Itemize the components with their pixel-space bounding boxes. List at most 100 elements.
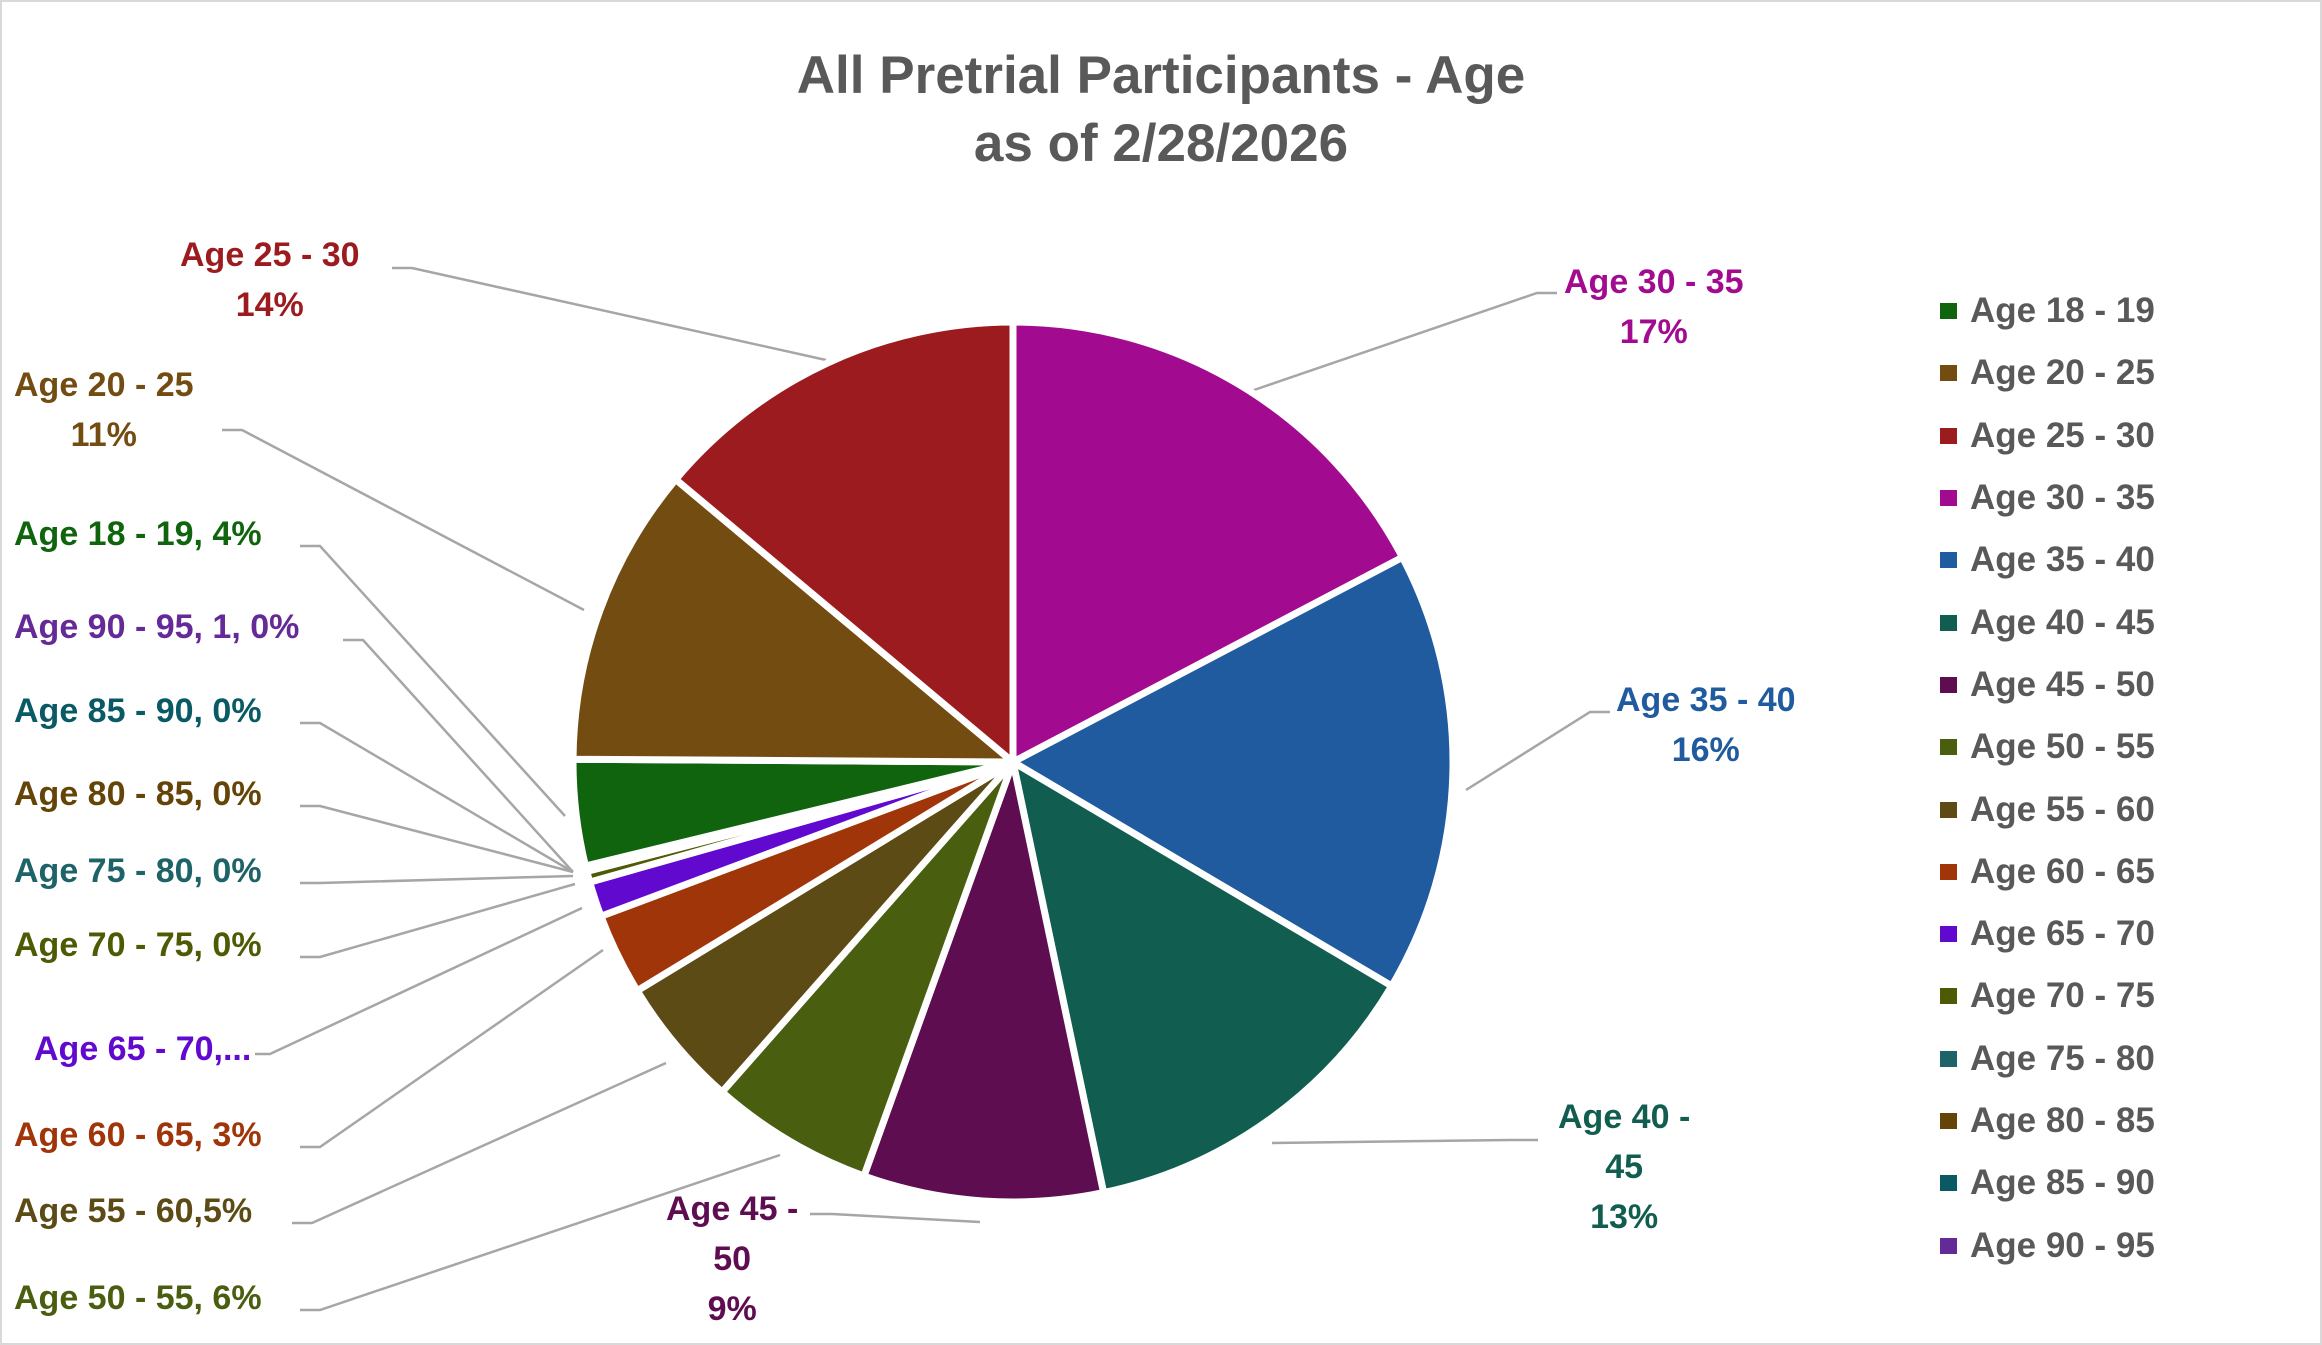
leader-lines bbox=[222, 266, 1610, 1312]
data-label-age-45-50-name-cont: 50 bbox=[713, 1240, 752, 1278]
data-label-age-40-45-name: Age 40 - bbox=[1558, 1098, 1691, 1136]
data-label-age-25-30: Age 25 - 30 14% bbox=[180, 230, 360, 330]
legend-item: Age 35 - 40 bbox=[1940, 529, 2155, 591]
legend-item: Age 25 - 30 bbox=[1940, 405, 2155, 467]
legend-label: Age 18 - 19 bbox=[1970, 291, 2155, 331]
leader-line-age-25-30 bbox=[392, 266, 827, 362]
legend-label: Age 65 - 70 bbox=[1970, 914, 2155, 954]
legend-label: Age 90 - 95 bbox=[1970, 1225, 2155, 1265]
leader-line-age-60-65 bbox=[300, 948, 604, 1149]
data-label-age-60-65: Age 60 - 65, 3% bbox=[14, 1116, 262, 1154]
data-label-age-55-60: Age 55 - 60,5% bbox=[14, 1192, 253, 1230]
legend-swatch-icon bbox=[1940, 1050, 1957, 1067]
leader-line-age-20-25 bbox=[222, 428, 585, 612]
legend-label: Age 80 - 85 bbox=[1970, 1101, 2155, 1140]
legend-item: Age 45 - 50 bbox=[1940, 654, 2155, 716]
leader-line-age-40-45 bbox=[1271, 1138, 1538, 1145]
legend: Age 18 - 19 Age 20 - 25 Age 25 - 30 Age 30 … bbox=[1940, 280, 2155, 1277]
legend-item: Age 18 - 19 bbox=[1940, 280, 2155, 342]
legend-swatch-icon bbox=[1940, 988, 1957, 1005]
legend-item: Age 50 - 55 bbox=[1940, 716, 2155, 778]
legend-swatch-icon bbox=[1940, 801, 1957, 818]
pie-slice-age-40-45 bbox=[1009, 758, 1396, 1197]
pie-slice-age-25-30 bbox=[672, 318, 1017, 766]
data-label-age-80-85: Age 80 - 85, 0% bbox=[14, 775, 262, 813]
leader-line-age-30-35 bbox=[1253, 291, 1557, 392]
data-label-age-25-30-pct: 14% bbox=[235, 286, 304, 324]
data-label-age-65-70: Age 65 - 70,... bbox=[34, 1030, 252, 1068]
legend-item: Age 75 - 80 bbox=[1940, 1028, 2155, 1090]
data-label-age-25-30-name: Age 25 - 30 bbox=[180, 236, 360, 274]
leader-line-age-55-60 bbox=[292, 1061, 667, 1225]
leader-line-age-35-40 bbox=[1465, 710, 1610, 792]
legend-item: Age 30 - 35 bbox=[1940, 467, 2155, 529]
leader-line-age-18-19 bbox=[300, 544, 566, 817]
pie-slice-age-50-55 bbox=[718, 758, 1017, 1180]
chart-title: All Pretrial Participants - Age as of 2/… bbox=[0, 42, 2322, 178]
legend-item: Age 20 - 25 bbox=[1940, 342, 2155, 404]
legend-swatch-icon bbox=[1940, 1175, 1957, 1192]
pie-slices bbox=[569, 318, 1457, 1206]
legend-swatch-icon bbox=[1940, 926, 1957, 943]
data-label-age-90-95: Age 90 - 95, 1, 0% bbox=[14, 608, 300, 646]
data-label-age-35-40-name: Age 35 - 40 bbox=[1616, 681, 1796, 719]
pie-slice-age-35-40 bbox=[1009, 553, 1457, 990]
data-label-age-35-40-pct: 16% bbox=[1671, 731, 1740, 769]
legend-swatch-icon bbox=[1940, 490, 1957, 507]
legend-swatch-icon bbox=[1940, 676, 1957, 693]
legend-item: Age 70 - 75 bbox=[1940, 965, 2155, 1027]
legend-swatch-icon bbox=[1940, 739, 1957, 756]
legend-item: Age 40 - 45 bbox=[1940, 591, 2155, 653]
legend-swatch-icon bbox=[1940, 552, 1957, 569]
pie-slice-age-30-35 bbox=[1009, 318, 1406, 766]
data-label-age-20-25: Age 20 - 25 11% bbox=[14, 360, 194, 460]
legend-swatch-icon bbox=[1940, 365, 1957, 382]
legend-item: Age 55 - 60 bbox=[1940, 778, 2155, 840]
leader-line-age-75-80 bbox=[300, 874, 574, 885]
leader-line-age-65-70 bbox=[255, 906, 583, 1056]
legend-label: Age 55 - 60 bbox=[1970, 789, 2155, 829]
chart-title-line1: All Pretrial Participants - Age bbox=[796, 46, 1526, 105]
legend-label: Age 75 - 80 bbox=[1970, 1038, 2155, 1078]
data-label-age-35-40: Age 35 - 40 16% bbox=[1616, 675, 1796, 775]
legend-label: Age 45 - 50 bbox=[1970, 664, 2155, 704]
data-label-age-45-50: Age 45 - 50 9% bbox=[666, 1184, 798, 1334]
data-label-age-18-19: Age 18 - 19, 4% bbox=[14, 515, 262, 553]
data-label-age-40-45-name-cont: 45 bbox=[1605, 1148, 1644, 1186]
legend-label: Age 30 - 35 bbox=[1970, 478, 2155, 518]
leader-line-age-85-90 bbox=[300, 721, 574, 874]
leader-line-age-45-50 bbox=[810, 1212, 981, 1224]
data-label-age-40-45-pct: 13% bbox=[1590, 1198, 1659, 1236]
legend-label: Age 40 - 45 bbox=[1970, 602, 2155, 642]
legend-label: Age 85 - 90 bbox=[1970, 1163, 2155, 1203]
data-label-age-40-45: Age 40 - 45 13% bbox=[1558, 1092, 1690, 1242]
data-label-age-50-55: Age 50 - 55, 6% bbox=[14, 1279, 262, 1317]
legend-item: Age 65 - 70 bbox=[1940, 903, 2155, 965]
legend-item: Age 60 - 65 bbox=[1940, 841, 2155, 903]
data-label-age-20-25-name: Age 20 - 25 bbox=[14, 366, 194, 404]
pie-slice-age-20-25 bbox=[569, 475, 1017, 766]
legend-label: Age 50 - 55 bbox=[1970, 727, 2155, 767]
chart-title-line2: as of 2/28/2026 bbox=[973, 114, 1349, 173]
legend-swatch-icon bbox=[1940, 863, 1957, 880]
data-label-age-20-25-pct: 11% bbox=[70, 416, 137, 454]
legend-swatch-icon bbox=[1940, 1237, 1957, 1254]
data-label-age-30-35-name: Age 30 - 35 bbox=[1564, 263, 1744, 301]
legend-item: Age 90 - 95 bbox=[1940, 1214, 2155, 1276]
data-label-age-30-35: Age 30 - 35 17% bbox=[1564, 257, 1744, 357]
legend-label: Age 20 - 25 bbox=[1970, 353, 2155, 393]
legend-label: Age 25 - 30 bbox=[1970, 415, 2155, 455]
leader-line-age-80-85 bbox=[300, 804, 574, 874]
data-label-age-70-75: Age 70 - 75, 0% bbox=[14, 926, 262, 964]
legend-label: Age 70 - 75 bbox=[1970, 976, 2155, 1016]
data-label-age-45-50-name: Age 45 - bbox=[666, 1190, 799, 1228]
leader-line-age-90-95 bbox=[343, 638, 574, 873]
legend-swatch-icon bbox=[1940, 427, 1957, 444]
leader-line-age-70-75 bbox=[300, 882, 576, 959]
data-label-age-75-80: Age 75 - 80, 0% bbox=[14, 852, 262, 890]
legend-item: Age 80 - 85 bbox=[1940, 1090, 2155, 1152]
legend-label: Age 60 - 65 bbox=[1970, 851, 2155, 891]
legend-swatch-icon bbox=[1940, 614, 1957, 631]
data-label-age-30-35-pct: 17% bbox=[1619, 313, 1688, 351]
